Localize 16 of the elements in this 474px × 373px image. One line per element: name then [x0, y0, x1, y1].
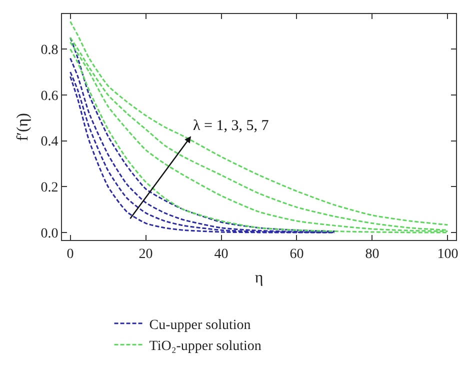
y-tick-label: 0.8	[40, 42, 58, 58]
x-tick-label: 80	[365, 246, 380, 262]
y-tick-label: 0.4	[40, 134, 58, 150]
x-tick-label: 0	[66, 246, 74, 262]
legend-label: Cu-upper solution	[149, 318, 251, 333]
x-tick-label: 20	[138, 246, 153, 262]
annotation: λ = 1, 3, 5, 7	[193, 118, 270, 134]
y-axis-title: f′(η)	[14, 113, 32, 141]
legend-label: TiO₂-upper solution	[149, 339, 262, 354]
x-axis-title: η	[254, 270, 264, 286]
y-tick-label: 0.0	[40, 226, 58, 242]
x-tick-label: 40	[214, 246, 228, 262]
y-tick-label: 0.6	[40, 88, 58, 104]
x-tick-label: 100	[437, 246, 458, 262]
y-tick-label: 0.2	[40, 180, 58, 196]
x-tick-label: 60	[290, 246, 304, 262]
